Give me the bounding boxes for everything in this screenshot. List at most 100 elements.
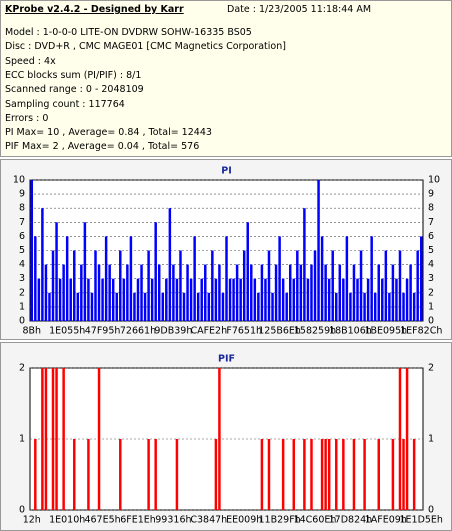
bar xyxy=(352,264,356,321)
bar xyxy=(363,439,366,510)
y2-tick-label: 4 xyxy=(428,259,434,270)
bar xyxy=(41,368,44,510)
bar xyxy=(87,439,90,510)
y2-tick-label: 10 xyxy=(428,175,440,186)
bar xyxy=(288,264,292,321)
bar xyxy=(232,278,235,321)
y2-tick-label: 2 xyxy=(428,287,434,298)
bar xyxy=(349,292,352,321)
bar xyxy=(69,278,72,321)
info-line: Sampling count : 117764 xyxy=(5,98,125,110)
bar xyxy=(34,236,37,321)
bar xyxy=(65,236,69,321)
chart-title: PI xyxy=(221,166,232,177)
bar xyxy=(154,439,157,510)
bar xyxy=(310,439,313,510)
bar xyxy=(246,222,249,321)
bar xyxy=(239,278,242,321)
y2-tick-label: 5 xyxy=(428,245,434,256)
bar xyxy=(320,439,324,510)
y2-tick-label: 0 xyxy=(428,316,434,327)
y2-tick-label: 0 xyxy=(428,505,434,516)
bar xyxy=(327,439,331,510)
y2-tick-label: 6 xyxy=(428,231,434,242)
bar xyxy=(179,250,182,321)
bar xyxy=(416,250,419,321)
y-tick-label: 7 xyxy=(19,217,25,228)
bar xyxy=(391,264,395,321)
bar xyxy=(306,278,310,321)
bar xyxy=(83,222,87,321)
bar xyxy=(335,439,338,510)
x-tick-label: 1EF82Ch xyxy=(400,326,442,337)
bar xyxy=(211,250,214,321)
y-tick-label: 3 xyxy=(19,273,25,284)
x-tick-label: 8Bh xyxy=(22,326,41,337)
bar xyxy=(90,292,94,321)
bar xyxy=(405,368,409,510)
bar xyxy=(55,368,58,510)
info-line: Errors : 0 xyxy=(5,112,49,124)
y-tick-label: 6 xyxy=(19,231,25,242)
bar xyxy=(97,264,101,321)
bar xyxy=(175,439,179,510)
bar xyxy=(34,439,37,510)
bar xyxy=(101,278,104,321)
info-line: ECC blocks sum (PI/PIF) : 8/1 xyxy=(5,69,142,81)
bar xyxy=(111,278,115,321)
bar xyxy=(30,180,34,321)
bar xyxy=(402,439,405,510)
bar xyxy=(391,439,395,510)
bar xyxy=(147,250,150,321)
bar xyxy=(122,278,126,321)
bar xyxy=(370,236,373,321)
bar xyxy=(345,236,349,321)
bar xyxy=(76,292,80,321)
x-tick-label: 14C60Eh xyxy=(294,515,337,526)
x-tick-label: 47F95h xyxy=(85,326,121,337)
bar xyxy=(154,222,157,321)
bar xyxy=(108,264,111,321)
bar xyxy=(317,180,320,321)
chart-title: PIF xyxy=(218,354,235,365)
bar xyxy=(147,439,150,510)
bar xyxy=(44,368,48,510)
bar xyxy=(285,292,288,321)
x-tick-label: 12h xyxy=(23,515,41,526)
y-tick-label: 4 xyxy=(19,259,25,270)
bar xyxy=(398,250,402,321)
y-tick-label: 9 xyxy=(19,189,25,200)
bar xyxy=(41,208,44,321)
bar xyxy=(51,368,55,510)
y-tick-label: 0 xyxy=(19,505,25,516)
bar xyxy=(327,278,331,321)
x-tick-label: 11B29Fh xyxy=(259,515,301,526)
bar xyxy=(235,264,239,321)
bar xyxy=(161,292,165,321)
bar xyxy=(242,250,246,321)
bar xyxy=(189,278,193,321)
x-tick-label: 1E010h xyxy=(49,515,85,526)
bar xyxy=(250,264,253,321)
bar xyxy=(196,292,200,321)
x-tick-label: F7651h xyxy=(226,326,262,337)
bar xyxy=(182,292,186,321)
y-tick-label: 0 xyxy=(19,316,25,327)
bar xyxy=(260,439,264,510)
bar xyxy=(271,292,274,321)
bar xyxy=(419,236,423,321)
bar xyxy=(377,264,380,321)
bar xyxy=(73,250,76,321)
bar xyxy=(37,278,41,321)
x-tick-label: 18B106h xyxy=(329,326,372,337)
bar xyxy=(214,439,218,510)
bar xyxy=(398,368,402,510)
bar xyxy=(193,236,196,321)
y2-tick-label: 2 xyxy=(428,363,434,374)
y2-tick-label: 3 xyxy=(428,273,434,284)
bar xyxy=(221,292,225,321)
bar xyxy=(264,278,267,321)
bar xyxy=(359,250,363,321)
bar xyxy=(299,264,303,321)
